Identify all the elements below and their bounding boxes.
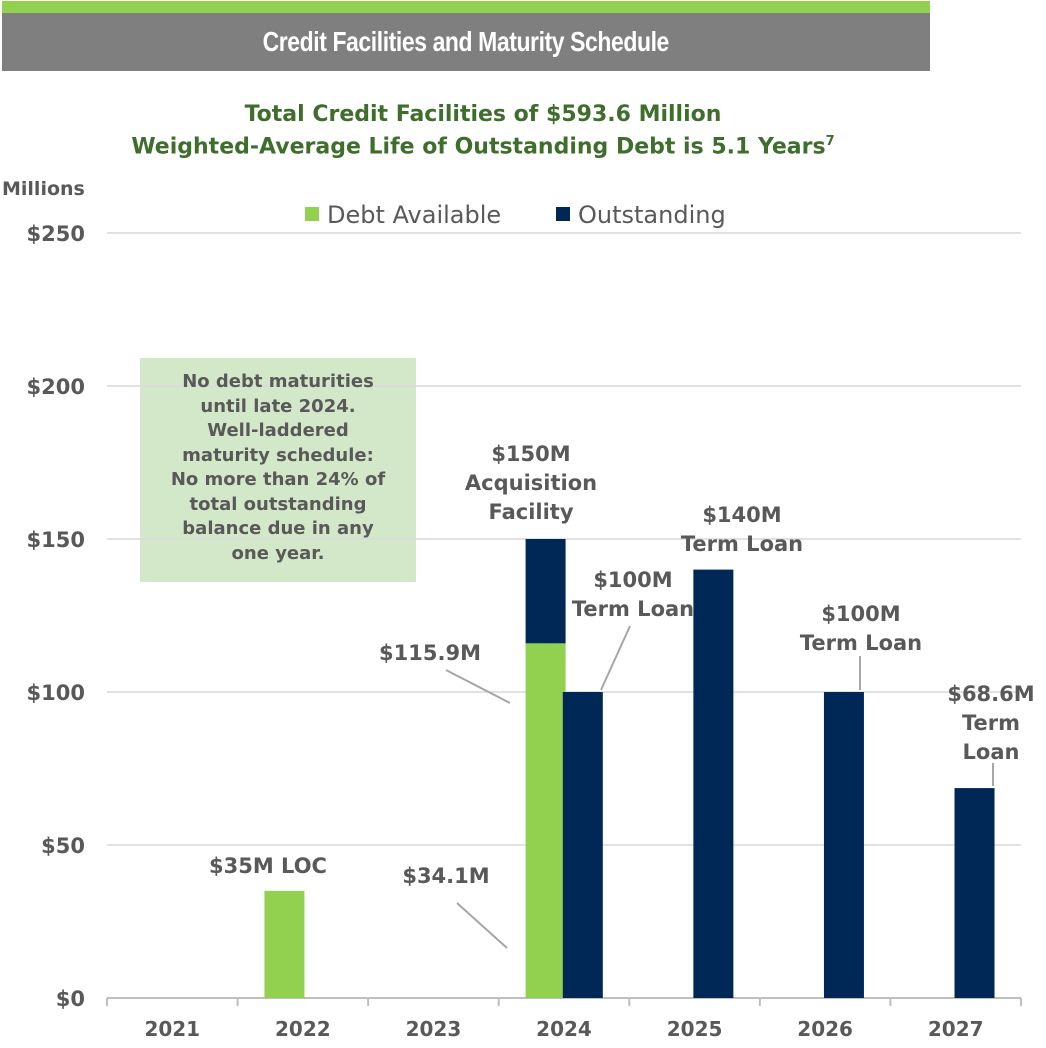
- bar-outstanding-2024: [525, 539, 566, 644]
- annotation-line: maturity schedule:: [182, 444, 374, 466]
- annotation-line: total outstanding: [189, 493, 367, 515]
- data-label-loc-2022: $35M LOC: [209, 854, 327, 878]
- leader-line: [445, 669, 511, 704]
- chart-subtitle-footnote: 7: [825, 134, 835, 149]
- x-tick-label: 2021: [144, 1017, 200, 1041]
- y-tick-label: $150: [27, 528, 85, 552]
- bar-outstanding-2025: [693, 569, 734, 998]
- data-label-term-2025: Term Loan: [681, 532, 803, 556]
- legend-swatch: [556, 207, 570, 221]
- banner-accent-bar: [2, 1, 930, 13]
- data-label-term-2024: $100M: [593, 568, 672, 592]
- legend-label: Outstanding: [578, 201, 726, 229]
- annotation-text: No debt maturities until late 2024. Well-l…: [140, 370, 416, 566]
- legend-swatch: [305, 207, 319, 221]
- x-tick-label: 2025: [667, 1017, 723, 1041]
- data-label-term-2027: Loan: [963, 740, 1020, 764]
- annotation-line: Well-laddered: [207, 420, 349, 441]
- data-label-acq-2024: $150M: [491, 442, 570, 466]
- chart-title: Total Credit Facilities of $593.6 Millio…: [244, 102, 722, 127]
- y-tick-label: $50: [41, 834, 85, 858]
- annotation-box: [140, 358, 416, 582]
- annotation-line: No debt maturities: [182, 371, 374, 392]
- data-label-term-2025: $140M: [702, 503, 781, 527]
- bar-outstanding-2026: [823, 692, 864, 998]
- data-label-term-2026: $100M: [821, 602, 900, 626]
- data-label-acq-2024: Acquisition: [465, 471, 597, 495]
- data-label-avail-2024: $115.9M: [379, 641, 481, 665]
- x-tick-label: 2024: [536, 1017, 592, 1041]
- data-label-term-2027: Term: [962, 711, 1020, 735]
- data-label-term-2024: Term Loan: [572, 597, 694, 621]
- bar-outstanding-2024: [562, 692, 603, 998]
- x-tick-label: 2026: [797, 1017, 853, 1041]
- leader-line: [600, 625, 631, 691]
- y-tick-label: $250: [27, 222, 85, 246]
- section-banner: Credit Facilities and Maturity Schedule: [2, 13, 930, 71]
- data-label-out-2024: $34.1M: [402, 864, 489, 888]
- data-label-term-2026: Term Loan: [800, 631, 922, 655]
- annotation-line: No more than 24% of: [170, 469, 386, 490]
- y-tick-label: $200: [27, 375, 85, 399]
- bar-debt-available-2022: [264, 890, 305, 998]
- bar-debt-available-2024: [525, 643, 566, 998]
- data-label-acq-2024: Facility: [488, 500, 573, 524]
- leader-line: [456, 902, 508, 949]
- bar-outstanding-2027: [954, 788, 995, 998]
- annotation-line: balance due in any: [182, 518, 374, 539]
- annotation-line: until late 2024.: [200, 395, 356, 417]
- x-tick-label: 2023: [406, 1017, 462, 1041]
- legend-label: Debt Available: [327, 201, 501, 229]
- x-tick-label: 2027: [928, 1017, 984, 1041]
- annotation-line: one year.: [231, 542, 325, 564]
- y-tick-label: $100: [27, 681, 85, 705]
- y-tick-label: $0: [56, 987, 85, 1011]
- chart-subtitle: Weighted-Average Life of Outstanding Deb…: [131, 134, 835, 160]
- y-axis-label: Millions: [2, 178, 85, 200]
- x-tick-label: 2022: [275, 1017, 331, 1041]
- banner-title: Credit Facilities and Maturity Schedule: [262, 26, 670, 57]
- data-label-term-2027: $68.6M: [947, 682, 1034, 706]
